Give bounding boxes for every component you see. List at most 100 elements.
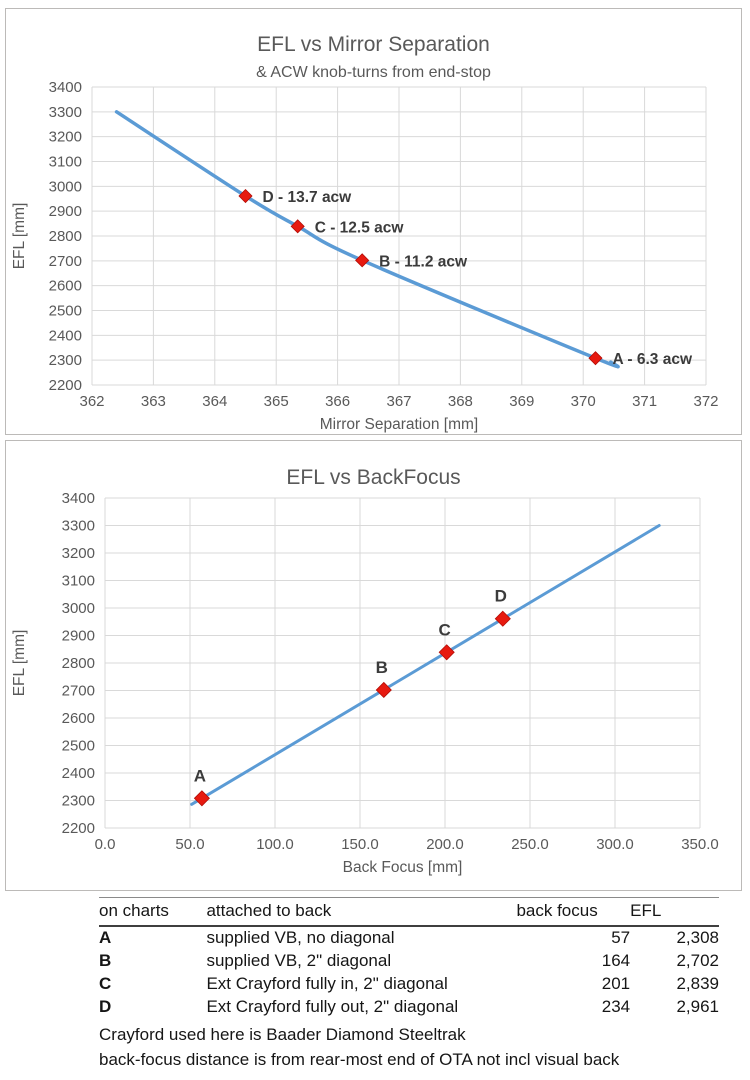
- cell-efl: 2,839: [676, 974, 719, 993]
- y-tick-label: 3100: [49, 154, 82, 171]
- y-tick-label: 3200: [62, 545, 95, 562]
- x-tick-label: 350.0: [681, 836, 719, 853]
- data-point-marker-A: [588, 351, 603, 366]
- x-tick-label: 370: [571, 393, 596, 410]
- cell-bf: 201: [601, 974, 631, 993]
- data-point-label: B - 11.2 acw: [379, 253, 468, 270]
- chart-title: EFL vs Mirror Separation: [257, 33, 490, 56]
- chart-subtitle: & ACW knob-turns from end-stop: [256, 64, 491, 81]
- x-tick-label: 364: [202, 393, 227, 410]
- cell-bf: 57: [611, 928, 631, 947]
- data-point-marker-B: [375, 681, 392, 699]
- x-axis-title: Back Focus [mm]: [343, 859, 463, 876]
- col-header-on-charts: on charts: [99, 897, 207, 927]
- y-tick-label: 2200: [62, 820, 95, 837]
- x-tick-label: 0.0: [95, 836, 116, 853]
- cell-efl: 2,702: [676, 951, 719, 970]
- table-note-backfocus: back-focus distance is from rear-most en…: [99, 1050, 620, 1069]
- col-header-efl: EFL: [630, 897, 719, 927]
- x-tick-label: 367: [386, 393, 411, 410]
- cell-efl: 2,308: [676, 928, 719, 947]
- y-tick-label: 3400: [49, 79, 82, 96]
- data-point-marker-C: [290, 219, 305, 234]
- table-note-crayford: Crayford used here is Baader Diamond Ste…: [99, 1025, 466, 1044]
- y-tick-label: 3400: [62, 490, 95, 507]
- y-tick-label: 2700: [49, 253, 82, 270]
- y-tick-label: 2600: [62, 710, 95, 727]
- y-tick-label: 3100: [62, 573, 95, 590]
- data-point-label: A: [194, 766, 206, 785]
- y-tick-label: 3300: [62, 518, 95, 535]
- x-tick-label: 372: [693, 393, 718, 410]
- y-tick-label: 2400: [49, 327, 82, 344]
- data-point-label: C - 12.5 acw: [315, 219, 405, 236]
- x-tick-label: 363: [141, 393, 166, 410]
- cell-key: D: [99, 997, 112, 1016]
- data-point-marker-A: [193, 790, 210, 807]
- y-tick-label: 2600: [49, 278, 82, 295]
- data-point-label: C: [439, 620, 451, 639]
- y-tick-label: 2500: [49, 303, 82, 320]
- cell-bf: 164: [601, 951, 631, 970]
- data-point-label: D: [495, 587, 507, 606]
- table-row: D Ext Crayford fully out, 2" diagonal 234 2…: [99, 996, 719, 1019]
- data-point-label: A - 6.3 acw: [612, 351, 692, 368]
- x-tick-label: 100.0: [256, 836, 294, 853]
- cell-desc: Ext Crayford fully out, 2" diagonal: [206, 997, 459, 1016]
- x-tick-label: 371: [632, 393, 657, 410]
- y-axis-title: EFL [mm]: [11, 203, 28, 270]
- y-tick-label: 3300: [49, 104, 82, 121]
- x-tick-label: 368: [448, 393, 473, 410]
- cell-desc: Ext Crayford fully in, 2" diagonal: [206, 974, 448, 993]
- y-axis-title: EFL [mm]: [11, 630, 28, 697]
- x-tick-label: 366: [325, 393, 350, 410]
- efl-vs-backfocus-chart-panel: 2200 2300 2400 2500 2600 2700 2800 2900 3000 3100…: [5, 440, 742, 891]
- col-header-attached-to-back: attached to back: [206, 897, 517, 927]
- cell-key: B: [99, 951, 112, 970]
- x-tick-label: 200.0: [426, 836, 464, 853]
- data-point-label: D - 13.7 acw: [263, 189, 353, 206]
- efl-vs-mirror-separation-chart-panel: 2200 2300 2400 2500 2600 2700 2800 2900 3000 3100…: [5, 8, 742, 435]
- results-table-section: on charts attached to back back focus EF…: [99, 897, 719, 1072]
- y-tick-label: 3000: [49, 178, 82, 195]
- results-table: on charts attached to back back focus EF…: [99, 897, 719, 1019]
- data-point-marker-D: [238, 188, 253, 204]
- table-header-row: on charts attached to back back focus EF…: [99, 897, 719, 927]
- y-tick-label: 2500: [62, 738, 95, 755]
- table-row: C Ext Crayford fully in, 2" diagonal 201 2,…: [99, 973, 719, 996]
- x-axis-title: Mirror Separation [mm]: [320, 416, 478, 433]
- x-tick-label: 150.0: [341, 836, 379, 853]
- y-tick-label: 2400: [62, 765, 95, 782]
- y-tick-label: 3000: [62, 600, 95, 617]
- data-point-label: B: [376, 658, 388, 677]
- y-tick-label: 2900: [49, 203, 82, 220]
- y-tick-label: 2700: [62, 683, 95, 700]
- cell-key: A: [99, 928, 112, 947]
- y-tick-label: 3200: [49, 129, 82, 146]
- cell-desc: supplied VB, 2" diagonal: [206, 951, 392, 970]
- x-tick-label: 250.0: [511, 836, 549, 853]
- series-line: [114, 110, 620, 369]
- cell-efl: 2,961: [676, 997, 719, 1016]
- data-point-marker-C: [438, 644, 455, 661]
- chart-title: EFL vs BackFocus: [286, 466, 460, 489]
- efl-vs-backfocus-chart: 2200 2300 2400 2500 2600 2700 2800 2900 3000 3100…: [11, 466, 719, 876]
- y-tick-label: 2800: [49, 228, 82, 245]
- y-tick-label: 2300: [62, 793, 95, 810]
- x-tick-label: 365: [264, 393, 289, 410]
- cell-desc: supplied VB, no diagonal: [206, 928, 395, 947]
- x-tick-label: 50.0: [175, 836, 204, 853]
- y-tick-label: 2900: [62, 628, 95, 645]
- y-tick-label: 2200: [49, 377, 82, 394]
- x-tick-label: 362: [79, 393, 104, 410]
- series-line: [190, 524, 661, 806]
- y-tick-label: 2800: [62, 655, 95, 672]
- x-tick-label: 300.0: [596, 836, 634, 853]
- x-tick-label: 369: [509, 393, 534, 410]
- cell-key: C: [99, 974, 112, 993]
- data-point-marker-B: [355, 253, 370, 268]
- efl-vs-mirror-separation-chart: 2200 2300 2400 2500 2600 2700 2800 2900 3000 3100…: [11, 33, 719, 433]
